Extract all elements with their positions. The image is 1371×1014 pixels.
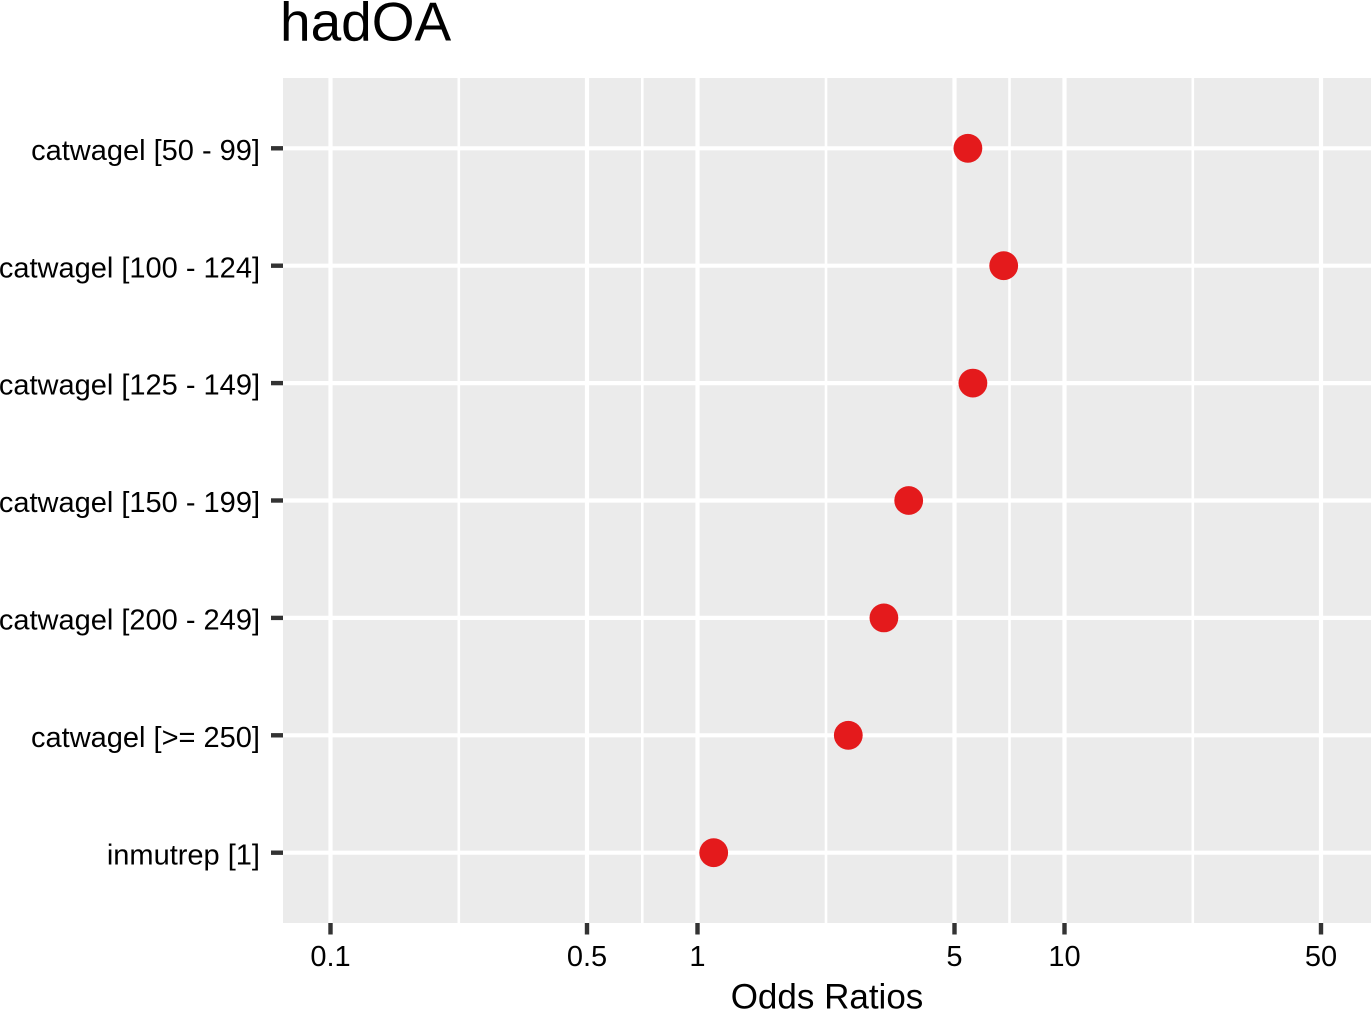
svg-text:catwagel [150 - 199]: catwagel [150 - 199]	[0, 487, 260, 519]
svg-text:0.1: 0.1	[310, 941, 350, 973]
svg-text:catwagel [50 - 99]: catwagel [50 - 99]	[31, 135, 260, 167]
svg-text:inmutrep [1]: inmutrep [1]	[107, 839, 260, 871]
svg-text:hadOA: hadOA	[280, 0, 452, 53]
svg-text:Odds Ratios: Odds Ratios	[731, 978, 924, 1010]
svg-text:catwagel [125 - 149]: catwagel [125 - 149]	[0, 370, 260, 402]
svg-text:0.5: 0.5	[567, 941, 607, 973]
svg-text:catwagel [100 - 124]: catwagel [100 - 124]	[0, 252, 260, 284]
svg-text:catwagel [>= 250]: catwagel [>= 250]	[31, 722, 260, 754]
svg-text:10: 10	[1048, 941, 1080, 973]
svg-text:5: 5	[946, 941, 962, 973]
svg-text:catwagel [200 - 249]: catwagel [200 - 249]	[0, 605, 260, 637]
svg-text:50: 50	[1305, 941, 1337, 973]
svg-text:1: 1	[689, 941, 705, 973]
